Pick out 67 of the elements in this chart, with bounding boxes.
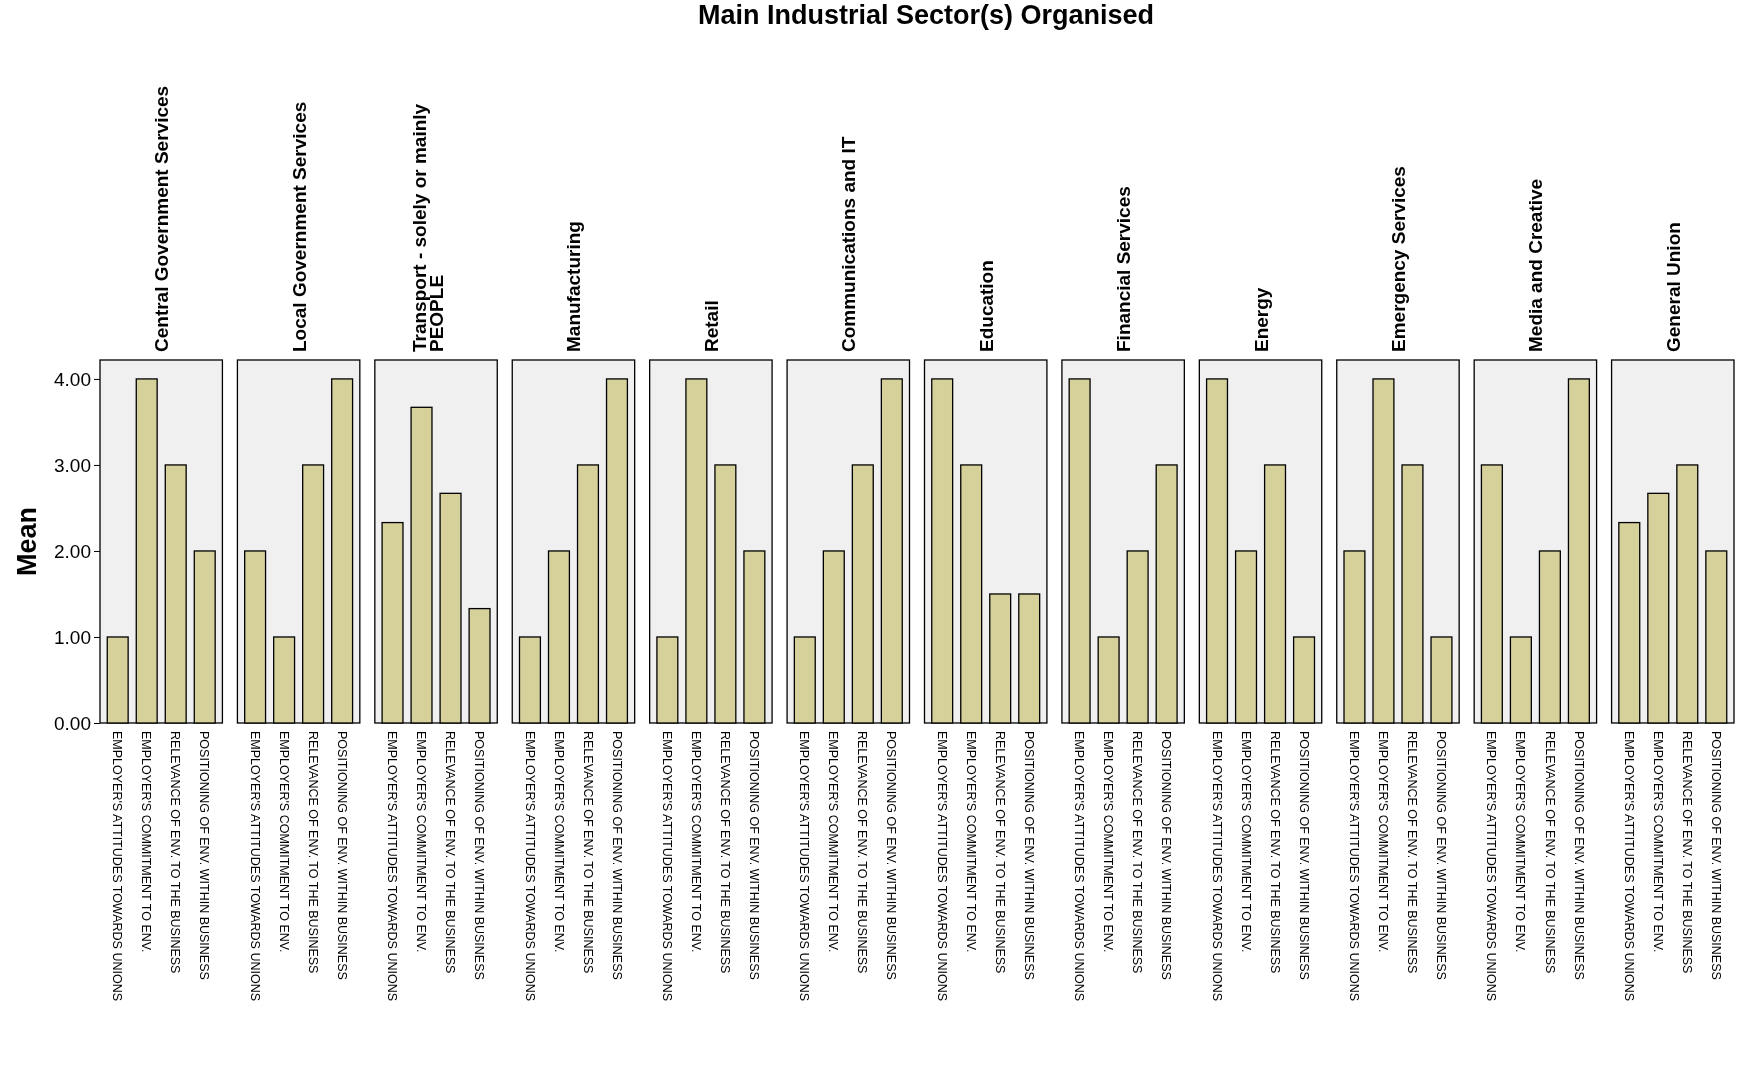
x-tick-label: EMPLOYER'S ATTITUDES TOWARDS UNIONS [1209, 731, 1224, 1002]
x-tick-label: RELEVANCE OF ENV. TO THE BUSINESS [1130, 731, 1145, 974]
x-tick-label: EMPLOYER'S ATTITUDES TOWARDS UNIONS [522, 731, 537, 1002]
chart-subtitle: Manufacturing [563, 221, 585, 352]
x-tick-label: EMPLOYER'S COMMITMENT TO ENV. [551, 731, 566, 953]
chart-subtitle: Communications and IT [838, 136, 860, 352]
x-tick-label: POSITIONING OF ENV. WITHIN BUSINESS [334, 731, 349, 980]
y-axis-title: Mean [12, 506, 42, 577]
x-tick-label: EMPLOYER'S COMMITMENT TO ENV. [963, 731, 978, 953]
x-tick-label: EMPLOYER'S ATTITUDES TOWARDS UNIONS [659, 731, 674, 1002]
x-tick-label: POSITIONING OF ENV. WITHIN BUSINESS [472, 731, 487, 980]
x-tick-label: RELEVANCE OF ENV. TO THE BUSINESS [992, 731, 1007, 974]
chart-subtitle: Local Government Services [288, 101, 310, 352]
x-tick-label: EMPLOYER'S COMMITMENT TO ENV. [1101, 731, 1116, 953]
y-tick-label: 4.00 [54, 368, 91, 390]
x-tick-label: EMPLOYER'S ATTITUDES TOWARDS UNIONS [1347, 731, 1362, 1002]
x-tick-label: EMPLOYER'S COMMITMENT TO ENV. [1376, 731, 1391, 953]
x-tick-label: EMPLOYER'S ATTITUDES TOWARDS UNIONS [1621, 731, 1636, 1002]
x-tick-label: EMPLOYER'S COMMITMENT TO ENV. [1513, 731, 1528, 953]
x-tick-label: RELEVANCE OF ENV. TO THE BUSINESS [1405, 731, 1420, 974]
x-tick-label: EMPLOYER'S ATTITUDES TOWARDS UNIONS [1072, 731, 1087, 1002]
x-tick-label: EMPLOYER'S COMMITMENT TO ENV. [276, 731, 291, 953]
x-tick-label: RELEVANCE OF ENV. TO THE BUSINESS [1679, 731, 1694, 974]
chart-title: Main Industrial Sector(s) Organised [697, 0, 1155, 30]
x-tick-label: POSITIONING OF ENV. WITHIN BUSINESS [1296, 731, 1311, 980]
x-tick-label: POSITIONING OF ENV. WITHIN BUSINESS [1021, 731, 1036, 980]
x-tick-label: POSITIONING OF ENV. WITHIN BUSINESS [1434, 731, 1449, 980]
x-tick-label: RELEVANCE OF ENV. TO THE BUSINESS [580, 731, 595, 974]
y-tick-label: 2.00 [54, 540, 91, 562]
y-tick-label: 1.00 [54, 626, 91, 648]
x-tick-label: EMPLOYER'S COMMITMENT TO ENV. [414, 731, 429, 953]
x-tick-label: EMPLOYER'S COMMITMENT TO ENV. [139, 731, 154, 953]
x-tick-label: RELEVANCE OF ENV. TO THE BUSINESS [1267, 731, 1282, 974]
chart-subtitle: Retail [700, 300, 722, 352]
x-tick-label: RELEVANCE OF ENV. TO THE BUSINESS [168, 731, 183, 974]
chart-subtitle: Financial Services [1113, 186, 1135, 352]
x-tick-label: RELEVANCE OF ENV. TO THE BUSINESS [1542, 731, 1557, 974]
chart-subtitle: Media and Creative [1525, 178, 1547, 352]
x-tick-label: EMPLOYER'S ATTITUDES TOWARDS UNIONS [797, 731, 812, 1002]
x-tick-label: RELEVANCE OF ENV. TO THE BUSINESS [718, 731, 732, 974]
x-tick-label: EMPLOYER'S ATTITUDES TOWARDS UNIONS [110, 731, 125, 1002]
x-tick-label: POSITIONING OF ENV. WITHIN BUSINESS [1159, 731, 1174, 980]
x-tick-label: EMPLOYER'S ATTITUDES TOWARDS UNIONS [934, 731, 949, 1002]
chart-subtitle: Energy [1250, 287, 1272, 352]
x-tick-label: POSITIONING OF ENV. WITHIN BUSINESS [884, 731, 899, 980]
y-tick-label: 0.00 [54, 712, 91, 734]
x-tick-label: RELEVANCE OF ENV. TO THE BUSINESS [855, 731, 870, 974]
chart-subtitle: Transport - solely or mainly PEOPLE [409, 103, 448, 352]
x-tick-label: EMPLOYER'S ATTITUDES TOWARDS UNIONS [1484, 731, 1499, 1002]
x-tick-label: EMPLOYER'S ATTITUDES TOWARDS UNIONS [385, 731, 400, 1002]
chart-subtitle: Emergency Services [1387, 166, 1409, 352]
y-tick-label: 3.00 [54, 454, 91, 476]
chart-subtitle: Central Government Services [151, 85, 173, 352]
chart-subtitle: General Union [1662, 222, 1684, 352]
x-tick-label: EMPLOYER'S ATTITUDES TOWARDS UNIONS [247, 731, 262, 1002]
x-tick-label: EMPLOYER'S COMMITMENT TO ENV. [826, 731, 841, 953]
x-tick-label: EMPLOYER'S COMMITMENT TO ENV. [1238, 731, 1253, 953]
x-tick-label: POSITIONING OF ENV. WITHIN BUSINESS [1571, 731, 1586, 980]
x-tick-label: RELEVANCE OF ENV. TO THE BUSINESS [305, 731, 320, 974]
chart-subtitle: Education [975, 260, 997, 352]
x-tick-label: RELEVANCE OF ENV. TO THE BUSINESS [443, 731, 458, 974]
x-tick-label: EMPLOYER'S COMMITMENT TO ENV. [1650, 731, 1665, 953]
x-tick-label: POSITIONING OF ENV. WITHIN BUSINESS [747, 731, 762, 980]
x-tick-label: EMPLOYER'S COMMITMENT TO ENV. [689, 731, 703, 953]
x-tick-label: POSITIONING OF ENV. WITHIN BUSINESS [1708, 731, 1723, 980]
x-tick-label: POSITIONING OF ENV. WITHIN BUSINESS [609, 731, 624, 980]
x-tick-label: POSITIONING OF ENV. WITHIN BUSINESS [197, 731, 212, 980]
